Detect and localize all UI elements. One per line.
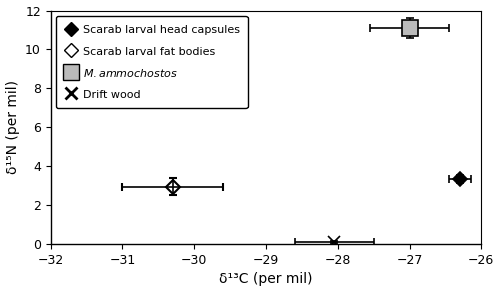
Y-axis label: δ¹⁵N (per mil): δ¹⁵N (per mil) (6, 80, 20, 174)
Legend: Scarab larval head capsules, Scarab larval fat bodies, $\it{M. ammochostos}$, Dr: Scarab larval head capsules, Scarab larv… (56, 16, 248, 108)
X-axis label: δ¹³C (per mil): δ¹³C (per mil) (220, 272, 313, 286)
